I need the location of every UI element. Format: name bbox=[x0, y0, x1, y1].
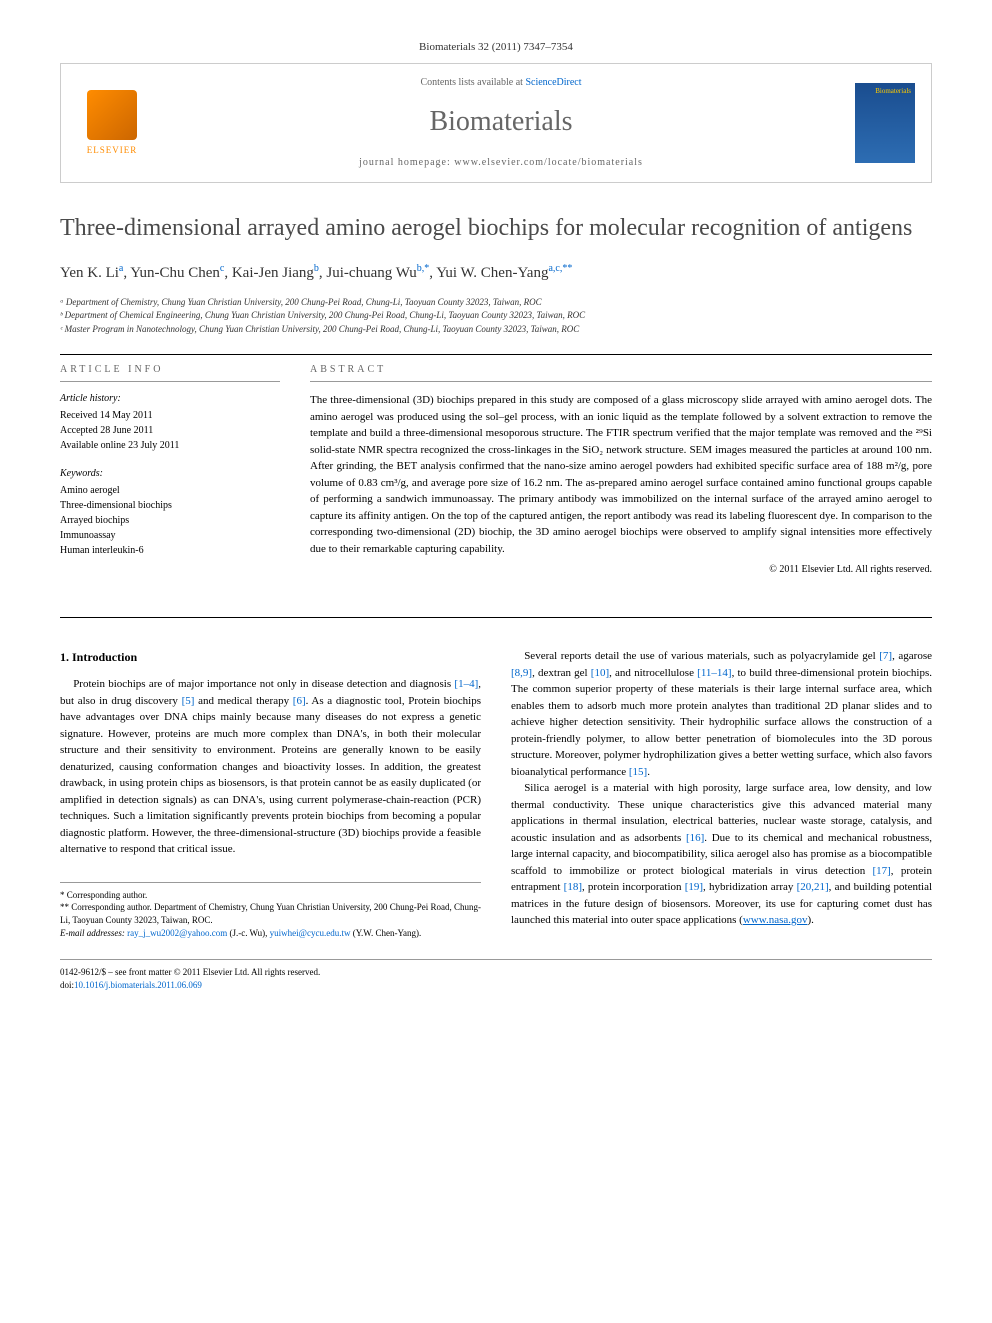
article-info-col: ARTICLE INFO Article history: Received 1… bbox=[60, 363, 280, 577]
email-link-1[interactable]: ray_j_wu2002@yahoo.com bbox=[127, 928, 227, 938]
keyword-4: Human interleukin-6 bbox=[60, 543, 280, 558]
copyright-line: © 2011 Elsevier Ltd. All rights reserved… bbox=[310, 563, 932, 577]
journal-header-box: ELSEVIER Contents lists available at Sci… bbox=[60, 63, 932, 182]
intro-heading: 1. Introduction bbox=[60, 648, 481, 666]
history-label: Article history: bbox=[60, 392, 280, 406]
corr-star1: * Corresponding author. bbox=[60, 889, 481, 902]
nasa-link[interactable]: www.nasa.gov bbox=[743, 914, 808, 926]
corr-star2: ** Corresponding author. Department of C… bbox=[60, 901, 481, 926]
abstract-header: ABSTRACT bbox=[310, 363, 932, 382]
body-col-right: Several reports detail the use of variou… bbox=[511, 648, 932, 939]
keyword-1: Three-dimensional biochips bbox=[60, 498, 280, 513]
affiliations: ᵃ Department of Chemistry, Chung Yuan Ch… bbox=[60, 296, 932, 337]
body-columns: 1. Introduction Protein biochips are of … bbox=[60, 648, 932, 939]
elsevier-label: ELSEVIER bbox=[87, 144, 138, 157]
history-online: Available online 23 July 2011 bbox=[60, 438, 280, 453]
right-p1: Several reports detail the use of variou… bbox=[511, 648, 932, 780]
issn-line: 0142-9612/$ – see front matter © 2011 El… bbox=[60, 966, 932, 979]
journal-name: Biomaterials bbox=[163, 102, 839, 141]
body-col-left: 1. Introduction Protein biochips are of … bbox=[60, 648, 481, 939]
header-center: Contents lists available at ScienceDirec… bbox=[163, 76, 839, 169]
intro-p1: Protein biochips are of major importance… bbox=[60, 676, 481, 858]
affiliation-a: ᵃ Department of Chemistry, Chung Yuan Ch… bbox=[60, 296, 932, 310]
doi-line: doi:10.1016/j.biomaterials.2011.06.069 bbox=[60, 979, 932, 992]
page-footer: 0142-9612/$ – see front matter © 2011 El… bbox=[60, 959, 932, 991]
article-title: Three-dimensional arrayed amino aerogel … bbox=[60, 213, 932, 244]
citation-line: Biomaterials 32 (2011) 7347–7354 bbox=[60, 40, 932, 55]
sciencedirect-link[interactable]: ScienceDirect bbox=[525, 77, 581, 88]
doi-prefix: doi: bbox=[60, 980, 74, 990]
authors-line: Yen K. Lia, Yun-Chu Chenc, Kai-Jen Jiang… bbox=[60, 262, 932, 284]
elsevier-logo: ELSEVIER bbox=[77, 83, 147, 163]
email1-suffix: (J.-c. Wu), bbox=[227, 928, 269, 938]
divider-top bbox=[60, 354, 932, 355]
contents-prefix: Contents lists available at bbox=[420, 77, 525, 88]
affiliation-c: ᶜ Master Program in Nanotechnology, Chun… bbox=[60, 323, 932, 337]
history-accepted: Accepted 28 June 2011 bbox=[60, 423, 280, 438]
email-label: E-mail addresses: bbox=[60, 928, 127, 938]
doi-link[interactable]: 10.1016/j.biomaterials.2011.06.069 bbox=[74, 980, 202, 990]
cover-label: Biomaterials bbox=[875, 87, 911, 97]
abstract-col: ABSTRACT The three-dimensional (3D) bioc… bbox=[310, 363, 932, 577]
divider-bottom bbox=[60, 617, 932, 618]
homepage-line: journal homepage: www.elsevier.com/locat… bbox=[163, 156, 839, 170]
homepage-prefix: journal homepage: bbox=[359, 157, 454, 168]
affiliation-b: ᵇ Department of Chemical Engineering, Ch… bbox=[60, 309, 932, 323]
corr-emails: E-mail addresses: ray_j_wu2002@yahoo.com… bbox=[60, 927, 481, 940]
journal-cover-thumbnail: Biomaterials bbox=[855, 83, 915, 163]
homepage-url: www.elsevier.com/locate/biomaterials bbox=[454, 157, 643, 168]
contents-line: Contents lists available at ScienceDirec… bbox=[163, 76, 839, 90]
email2-suffix: (Y.W. Chen-Yang). bbox=[350, 928, 421, 938]
info-abstract-row: ARTICLE INFO Article history: Received 1… bbox=[60, 363, 932, 577]
email-link-2[interactable]: yuiwhei@cycu.edu.tw bbox=[270, 928, 351, 938]
history-received: Received 14 May 2011 bbox=[60, 408, 280, 423]
elsevier-tree-icon bbox=[87, 90, 137, 140]
keyword-0: Amino aerogel bbox=[60, 483, 280, 498]
keyword-3: Immunoassay bbox=[60, 528, 280, 543]
keyword-2: Arrayed biochips bbox=[60, 513, 280, 528]
right-p2: Silica aerogel is a material with high p… bbox=[511, 780, 932, 929]
article-info-header: ARTICLE INFO bbox=[60, 363, 280, 382]
abstract-text: The three-dimensional (3D) biochips prep… bbox=[310, 392, 932, 557]
keywords-label: Keywords: bbox=[60, 467, 280, 481]
corresponding-author-footer: * Corresponding author. ** Corresponding… bbox=[60, 882, 481, 939]
